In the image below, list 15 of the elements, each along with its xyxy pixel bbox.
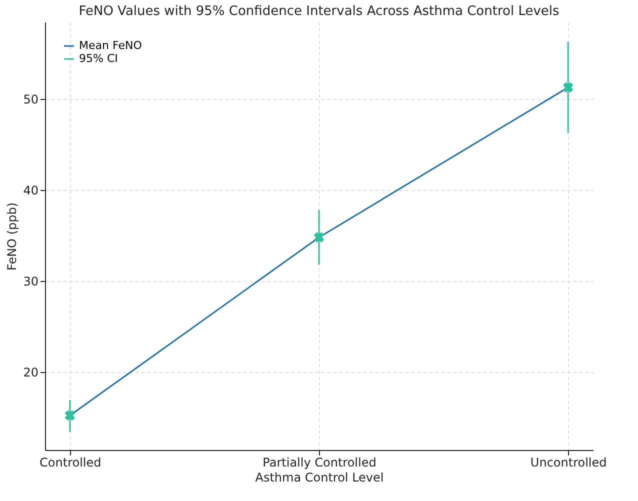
point (562, 82, 574, 93)
point (64, 410, 76, 421)
y-tick-label: 30 (23, 274, 38, 288)
y-tick-label: 20 (23, 365, 38, 380)
x-tick-label: Uncontrolled (530, 456, 607, 470)
x-tick-label: Partially Controlled (262, 456, 376, 470)
y-tick-label: 50 (23, 92, 38, 107)
x-tick-label: Controlled (40, 456, 102, 470)
chart-title: FeNO Values with 95% Confidence Intervals Across Asthma Control Levels (78, 4, 560, 19)
y-axis-title: FeNO (ppb) (5, 202, 20, 271)
legend-label: 95% CI (79, 52, 118, 65)
y-tick-label: 40 (23, 184, 38, 198)
x-axis-title: Asthma Control Level (255, 470, 384, 484)
legend-label: Mean FeNO (79, 39, 142, 52)
point (314, 232, 324, 243)
